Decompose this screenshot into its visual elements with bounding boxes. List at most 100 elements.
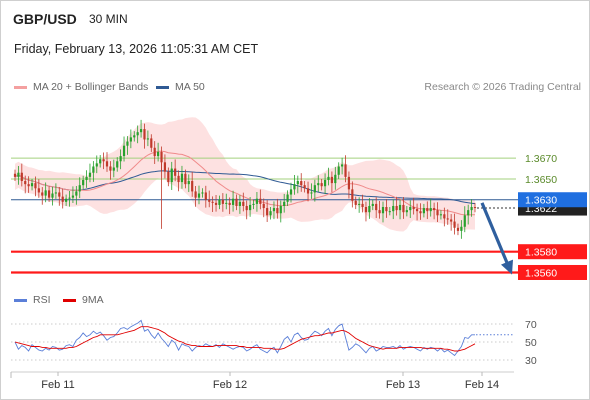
candle: [163, 154, 167, 179]
candle: [313, 179, 316, 202]
candle: [136, 125, 139, 144]
candle: [443, 207, 446, 227]
candle-body: [228, 202, 231, 205]
ma50-line: [14, 170, 476, 205]
candle: [75, 186, 78, 205]
candle: [419, 203, 422, 220]
candle-body: [378, 210, 381, 214]
candle-body: [214, 202, 218, 205]
candle-body: [317, 183, 320, 186]
candle: [320, 178, 323, 191]
candle: [433, 202, 436, 220]
candle-body: [259, 198, 262, 204]
candle: [201, 188, 204, 198]
candle: [24, 175, 27, 194]
candle: [99, 155, 102, 168]
candle-body: [105, 161, 109, 167]
candle-body: [88, 172, 92, 177]
candle: [197, 185, 201, 205]
candle: [354, 196, 357, 210]
x-tick-feb-12: Feb 12: [213, 379, 247, 391]
level-label-1.3650-text: 1.3650: [525, 174, 557, 186]
candle: [409, 200, 412, 219]
candle-body: [194, 191, 197, 198]
candle-body: [51, 193, 54, 198]
candle: [252, 199, 255, 210]
candle-body: [460, 226, 463, 231]
candle-body: [344, 164, 347, 177]
candle: [375, 197, 378, 219]
ma9-swatch: [63, 298, 76, 302]
candle: [439, 210, 443, 220]
candle-body: [133, 135, 136, 138]
candle: [85, 170, 88, 188]
candle-body: [415, 209, 419, 212]
candle-body: [78, 185, 81, 192]
candle: [27, 176, 30, 193]
candle: [109, 161, 112, 180]
candle-body: [44, 190, 47, 196]
candle: [286, 190, 289, 206]
rsi-tick-30: 30: [525, 355, 537, 367]
candle: [266, 200, 269, 222]
candle: [61, 188, 64, 209]
candle: [208, 190, 211, 208]
candle-body: [116, 161, 119, 168]
candle-body: [286, 194, 289, 202]
candle-body: [306, 188, 310, 194]
candle-body: [204, 192, 207, 200]
candle: [330, 171, 333, 193]
copyright-label: Research © 2026 Trading Central: [424, 81, 581, 93]
candle: [245, 200, 248, 220]
candle-body: [433, 208, 436, 211]
candle-body: [337, 166, 340, 175]
candle-body: [419, 211, 422, 214]
candle: [378, 200, 381, 219]
candle-body: [422, 208, 425, 214]
candle: [187, 174, 190, 193]
candle: [415, 203, 419, 221]
candle-body: [320, 183, 323, 187]
candle: [88, 163, 92, 183]
ma50-swatch: [156, 85, 169, 89]
candle: [157, 142, 160, 162]
candle: [279, 200, 282, 223]
candle: [191, 171, 194, 197]
candle-body: [364, 207, 368, 213]
candle-body: [143, 129, 146, 140]
candle: [54, 183, 57, 199]
candle: [13, 169, 17, 182]
candle: [143, 123, 146, 149]
candle-body: [296, 181, 299, 185]
candle: [296, 175, 299, 194]
candle: [473, 202, 477, 213]
level-label-1.3580-bg: [518, 244, 587, 260]
candle: [58, 187, 61, 206]
candle: [395, 196, 398, 216]
candle-body: [341, 164, 344, 167]
candle: [327, 167, 330, 186]
level-label-1.3580-text: 1.3580: [525, 247, 557, 259]
rsi-tick-70: 70: [525, 319, 537, 331]
candle: [150, 134, 153, 152]
candle-body: [112, 167, 115, 171]
candle-body: [37, 188, 40, 193]
candle: [334, 166, 337, 190]
candle: [300, 173, 303, 192]
rsi-line: [14, 319, 475, 357]
candle-body: [139, 129, 143, 133]
candle-body: [283, 201, 286, 206]
candle-body: [381, 207, 385, 214]
candle-body: [150, 138, 153, 148]
bollinger-band-area: [15, 117, 475, 232]
candle-body: [402, 204, 405, 213]
candle: [337, 162, 340, 179]
candle-body: [303, 185, 306, 189]
candle: [310, 183, 313, 199]
candle-body: [327, 176, 330, 180]
candle: [456, 223, 460, 236]
candle-body: [160, 151, 163, 163]
candle: [184, 169, 187, 189]
candle: [17, 166, 20, 185]
